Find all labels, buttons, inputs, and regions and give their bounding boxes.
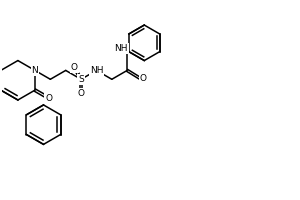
Text: NH: NH xyxy=(115,44,128,53)
Text: O: O xyxy=(45,94,52,103)
Text: NH: NH xyxy=(90,66,103,75)
Text: O: O xyxy=(78,89,85,98)
Text: O: O xyxy=(140,74,146,83)
Text: N: N xyxy=(32,66,38,75)
Text: O: O xyxy=(71,63,78,72)
Text: S: S xyxy=(78,75,84,84)
